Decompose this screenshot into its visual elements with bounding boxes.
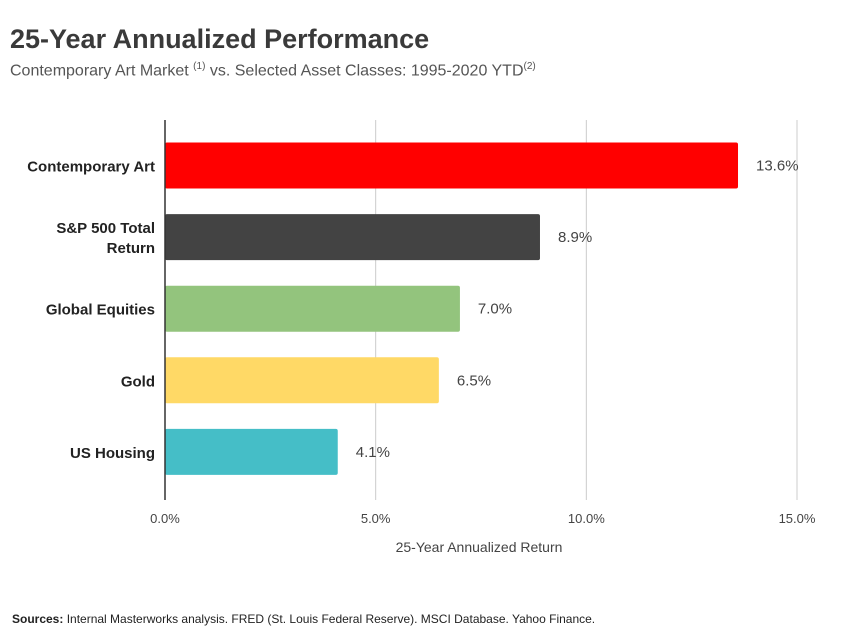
chart-subtitle: Contemporary Art Market (1) vs. Selected… [10,61,536,80]
bar [165,214,540,261]
chart-title: 25-Year Annualized Performance [10,24,430,54]
category-label: Return [107,240,155,257]
category-label: Contemporary Art [27,159,155,176]
sources-text: Internal Masterworks analysis. FRED (St.… [63,612,596,626]
bar [165,357,439,404]
bar-value-label: 4.1% [356,444,390,461]
category-label: US Housing [70,445,155,462]
subtitle-text-1: Contemporary Art Market [10,62,194,80]
x-tick-label: 5.0% [361,511,391,526]
sources-label: Sources: [12,612,64,626]
bar-value-label: 8.9% [558,229,592,246]
bar [165,428,338,475]
bar [165,285,460,332]
subtitle-text-2: vs. Selected Asset Classes: 1995-2020 YT… [205,62,524,80]
x-tick-label: 15.0% [779,511,816,526]
sources-footer: Sources: Internal Masterworks analysis. … [12,612,595,626]
category-label: S&P 500 Total [56,220,155,237]
bar-value-label: 6.5% [457,372,491,389]
category-label: Global Equities [46,302,155,319]
bar [165,142,739,189]
x-tick-label: 10.0% [568,511,605,526]
category-label: Gold [121,373,155,390]
bar-value-label: 13.6% [756,158,799,175]
bar-value-label: 7.0% [478,301,512,318]
x-axis-title: 25-Year Annualized Return [396,539,563,555]
subtitle-footnote-2: (2) [523,61,536,72]
subtitle-footnote-1: (1) [193,61,206,72]
x-tick-label: 0.0% [150,511,180,526]
